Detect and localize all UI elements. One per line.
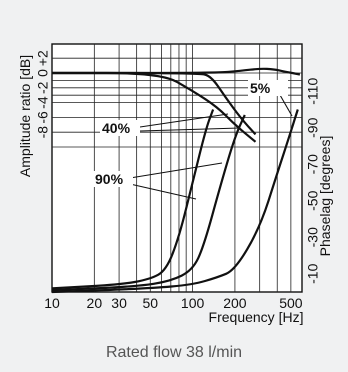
x-tick-label: 10 <box>44 295 60 311</box>
series-line-3 <box>52 67 301 76</box>
y-tick-label-left: -2 <box>35 81 51 94</box>
leader-line <box>129 183 197 200</box>
y-tick-label-right: -110 <box>305 78 321 105</box>
curve-annotation: 40% <box>102 120 131 136</box>
annotation-background <box>93 171 133 187</box>
bode-chart: 40% 90% 5% 10 20 30 50 100 200 500 +2 0 -2 -4 -6 -8 -10… <box>17 43 333 325</box>
tick-labels: 10 20 30 50 100 200 500 +2 0 -2 -4 -6 -8 -10 -30 -50 -70… <box>35 50 321 311</box>
annotation-background <box>248 80 288 96</box>
y-tick-label-right: -70 <box>305 154 321 174</box>
series-line-6 <box>51 109 299 294</box>
y-tick-label-right: -50 <box>305 190 321 210</box>
y-axis-label-right: Phaselag [degrees] <box>317 136 333 257</box>
y-axis-label-left: Amplitude ratio [dB] <box>17 55 33 177</box>
x-tick-label: 200 <box>223 295 247 311</box>
annotations: 40% 90% 5% <box>93 80 293 200</box>
x-tick-label: 50 <box>142 295 158 311</box>
y-tick-label-left: -6 <box>35 111 51 124</box>
y-tick-label-right: -90 <box>305 117 321 137</box>
leader-line <box>139 127 241 132</box>
y-tick-label-left: +2 <box>35 50 51 66</box>
series-line-5 <box>51 114 246 292</box>
x-tick-label: 30 <box>111 295 127 311</box>
y-tick-label-right: -30 <box>305 227 321 247</box>
curve-annotation: 5% <box>250 80 271 96</box>
chart-caption: Rated flow 38 l/min <box>105 344 243 361</box>
x-tick-label: 20 <box>87 295 103 311</box>
x-tick-label: 500 <box>279 295 303 311</box>
curves <box>51 67 301 294</box>
y-tick-label-left: -8 <box>35 126 51 139</box>
annotation-background <box>100 120 140 136</box>
y-tick-label-right: -10 <box>305 263 321 283</box>
y-tick-label-left: 0 <box>35 69 51 77</box>
leader-line <box>129 162 223 179</box>
series-line-4 <box>51 109 215 290</box>
curve-annotation: 90% <box>95 171 124 187</box>
x-axis-label: Frequency [Hz] <box>209 309 304 325</box>
y-tick-label-left: -4 <box>35 96 51 109</box>
leader-line <box>139 113 229 128</box>
x-tick-label: 100 <box>181 295 205 311</box>
